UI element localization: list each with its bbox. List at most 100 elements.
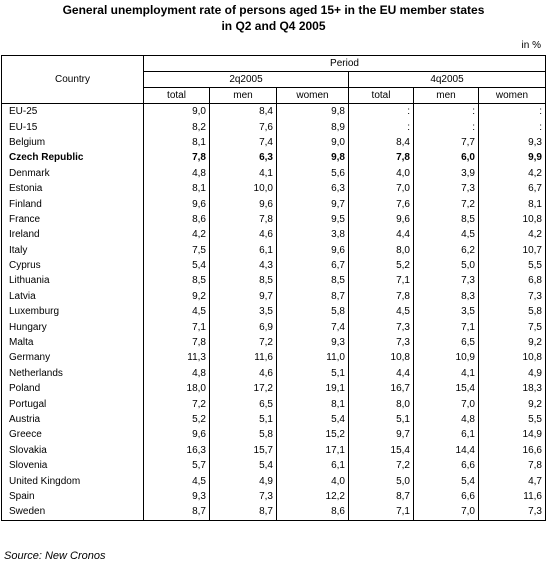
value-cell: 3,5: [209, 304, 277, 320]
value-cell: 9,8: [276, 103, 349, 120]
value-cell: 12,2: [276, 488, 349, 505]
value-cell: 18,0: [143, 381, 210, 397]
value-cell: 6,2: [413, 242, 479, 258]
value-cell: 11,3: [143, 350, 210, 366]
value-cell: 8,5: [209, 273, 277, 289]
value-cell: 5,2: [348, 257, 414, 274]
value-cell: 4,5: [413, 227, 479, 243]
value-cell: 5,5: [478, 257, 546, 274]
table-row: Ireland 4,2 4,6 3,8 4,4 4,5 4,2: [1, 227, 546, 243]
value-cell: 8,6: [276, 504, 349, 521]
country-cell: EU-25: [1, 103, 144, 120]
country-cell: Estonia: [1, 180, 144, 197]
table-row: EU-15 8,2 7,6 8,9:::: [1, 119, 546, 135]
subheader: women: [276, 87, 349, 104]
value-cell: 10,8: [478, 211, 546, 228]
value-cell: 9,6: [143, 196, 210, 212]
country-cell: Luxemburg: [1, 304, 144, 320]
value-cell: 8,5: [143, 273, 210, 289]
value-cell: 5,1: [209, 411, 277, 428]
period-header: Period: [143, 55, 546, 72]
value-cell: 6,3: [276, 180, 349, 197]
value-cell: 5,4: [276, 411, 349, 428]
subheader: men: [413, 87, 479, 104]
value-cell: 15,2: [276, 427, 349, 443]
value-cell: :: [413, 103, 479, 120]
table-row: Greece 9,6 5,8 15,2 9,7 6,1 14,9: [1, 427, 546, 443]
value-cell: 4,4: [348, 227, 414, 243]
value-cell: 9,3: [276, 334, 349, 351]
country-cell: Portugal: [1, 396, 144, 412]
value-cell: 8,0: [348, 396, 414, 412]
country-cell: United Kingdom: [1, 473, 144, 489]
value-cell: 4,8: [413, 411, 479, 428]
table-row: Latvia 9,2 9,7 8,7 7,8 8,3 7,3: [1, 288, 546, 305]
value-cell: 6,3: [209, 150, 277, 166]
table-row: Italy 7,5 6,1 9,6 8,0 6,2 10,7: [1, 242, 546, 258]
value-cell: 7,8: [143, 334, 210, 351]
value-cell: 4,1: [413, 365, 479, 382]
value-cell: 5,8: [276, 304, 349, 320]
value-cell: 4,2: [478, 227, 546, 243]
value-cell: 6,6: [413, 457, 479, 474]
value-cell: 7,8: [348, 288, 414, 305]
table-row: Estonia 8,1 10,0 6,3 7,0 7,3 6,7: [1, 180, 546, 197]
value-cell: 16,7: [348, 381, 414, 397]
value-cell: 5,4: [143, 257, 210, 274]
value-cell: 9,7: [276, 196, 349, 212]
country-cell: Slovenia: [1, 457, 144, 474]
table-row: Belgium 8,1 7,4 9,0 8,4 7,7 9,3: [1, 134, 546, 151]
value-cell: 7,3: [348, 319, 414, 335]
value-cell: 4,6: [209, 227, 277, 243]
unit: in %: [521, 40, 541, 51]
value-cell: 4,8: [143, 165, 210, 181]
country-cell: Greece: [1, 427, 144, 443]
value-cell: 10,8: [478, 350, 546, 366]
country-cell: Netherlands: [1, 365, 144, 382]
value-cell: 4,0: [348, 165, 414, 181]
value-cell: 8,6: [143, 211, 210, 228]
value-cell: 6,1: [413, 427, 479, 443]
value-cell: 7,2: [143, 396, 210, 412]
value-cell: 4,2: [478, 165, 546, 181]
value-cell: 6,1: [276, 457, 349, 474]
value-cell: 7,6: [348, 196, 414, 212]
value-cell: 7,2: [209, 334, 277, 351]
value-cell: 4,2: [143, 227, 210, 243]
country-cell: Finland: [1, 196, 144, 212]
value-cell: 9,7: [348, 427, 414, 443]
value-cell: 8,3: [413, 288, 479, 305]
value-cell: 9,8: [276, 150, 349, 166]
country-cell: Germany: [1, 350, 144, 366]
value-cell: 5,5: [478, 411, 546, 428]
country-cell: Hungary: [1, 319, 144, 335]
value-cell: 17,1: [276, 442, 349, 458]
value-cell: 15,4: [348, 442, 414, 458]
country-cell: Slovakia: [1, 442, 144, 458]
value-cell: 6,7: [478, 180, 546, 197]
country-cell: Belgium: [1, 134, 144, 151]
country-cell: Spain: [1, 488, 144, 505]
value-cell: 6,5: [209, 396, 277, 412]
value-cell: 4,5: [143, 473, 210, 489]
value-cell: 9,2: [143, 288, 210, 305]
value-cell: 9,2: [478, 334, 546, 351]
value-cell: 6,5: [413, 334, 479, 351]
country-cell: Poland: [1, 381, 144, 397]
value-cell: 4,5: [143, 304, 210, 320]
value-cell: 5,1: [276, 365, 349, 382]
value-cell: 9,6: [348, 211, 414, 228]
value-cell: 8,7: [209, 504, 277, 521]
table-row: Lithuania 8,5 8,5 8,5 7,1 7,3 6,8: [1, 273, 546, 289]
value-cell: 8,7: [348, 488, 414, 505]
value-cell: 9,6: [209, 196, 277, 212]
table-row: Slovenia 5,7 5,4 6,1 7,2 6,6 7,8: [1, 457, 546, 474]
value-cell: 8,5: [276, 273, 349, 289]
subheader: total: [348, 87, 414, 104]
value-cell: 9,7: [209, 288, 277, 305]
period: 2q2005: [143, 71, 349, 88]
value-cell: 19,1: [276, 381, 349, 397]
value-cell: :: [348, 119, 414, 135]
country-cell: Lithuania: [1, 273, 144, 289]
value-cell: 7,0: [413, 504, 479, 521]
